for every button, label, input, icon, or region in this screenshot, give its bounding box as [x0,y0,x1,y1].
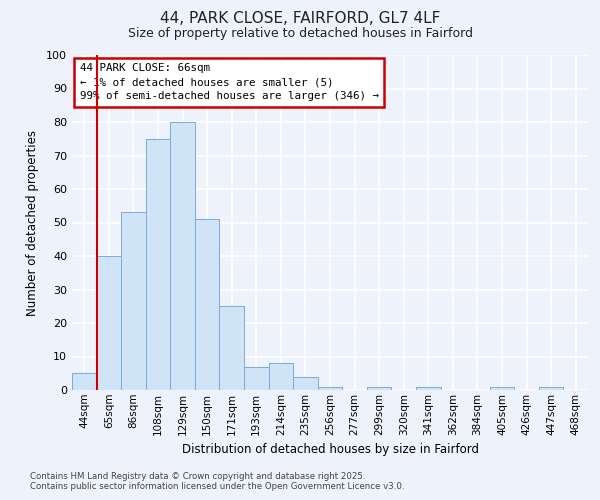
Bar [220,306,244,390]
Bar [170,122,195,390]
Text: 44, PARK CLOSE, FAIRFORD, GL7 4LF: 44, PARK CLOSE, FAIRFORD, GL7 4LF [160,11,440,26]
Bar [490,386,514,390]
Bar [367,386,391,390]
Y-axis label: Number of detached properties: Number of detached properties [26,130,39,316]
Bar [539,386,563,390]
Text: Contains HM Land Registry data © Crown copyright and database right 2025.
Contai: Contains HM Land Registry data © Crown c… [30,472,404,491]
Bar [269,363,293,390]
Bar [293,376,318,390]
Bar [146,138,170,390]
Bar [244,366,269,390]
Bar [97,256,121,390]
X-axis label: Distribution of detached houses by size in Fairford: Distribution of detached houses by size … [182,443,479,456]
Bar [416,386,440,390]
Bar [121,212,146,390]
Bar [72,373,97,390]
Text: 44 PARK CLOSE: 66sqm
← 1% of detached houses are smaller (5)
99% of semi-detache: 44 PARK CLOSE: 66sqm ← 1% of detached ho… [80,64,379,102]
Bar [195,219,220,390]
Bar [318,386,342,390]
Text: Size of property relative to detached houses in Fairford: Size of property relative to detached ho… [128,28,473,40]
